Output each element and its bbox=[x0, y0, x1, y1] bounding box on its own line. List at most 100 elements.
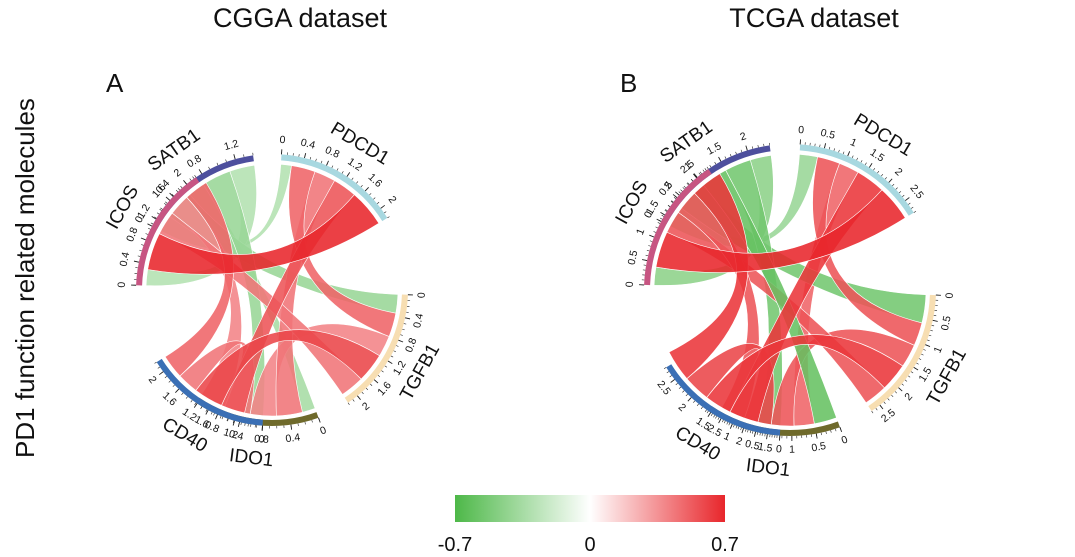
segment-minor-tick bbox=[717, 417, 720, 420]
segment-minor-tick bbox=[205, 409, 208, 412]
segment-minor-tick bbox=[160, 207, 163, 210]
segment-minor-tick bbox=[175, 189, 179, 193]
segment-major-tick bbox=[380, 204, 386, 209]
segment-minor-tick bbox=[918, 358, 922, 360]
segment-major-tick bbox=[364, 187, 369, 192]
segment-minor-tick bbox=[706, 166, 709, 170]
segment-minor-tick bbox=[756, 432, 758, 435]
segment-minor-tick bbox=[724, 156, 727, 159]
segment-major-tick bbox=[326, 160, 329, 166]
segment-minor-tick bbox=[232, 420, 235, 424]
segment-tick-label: 0.4 bbox=[411, 312, 426, 329]
segment-major-tick bbox=[373, 379, 379, 384]
segment-tick-label: 0.4 bbox=[118, 251, 133, 268]
segment-label-icos: ICOS bbox=[102, 182, 143, 233]
segment-minor-tick bbox=[356, 181, 359, 184]
segment-tick-label: 2 bbox=[360, 400, 372, 413]
segment-tick-label: 0 bbox=[416, 292, 428, 298]
segment-tick-label: 1.2 bbox=[223, 138, 240, 154]
segment-minor-tick bbox=[690, 178, 694, 182]
segment-tick-label: 1.5 bbox=[868, 147, 887, 165]
segment-tick-label: 0.5 bbox=[939, 315, 954, 332]
segment-cd40 bbox=[666, 364, 781, 436]
segment-major-tick bbox=[741, 428, 744, 434]
segment-minor-tick bbox=[910, 206, 914, 209]
panel-letter-b: B bbox=[620, 68, 637, 98]
segment-icos bbox=[644, 168, 712, 286]
segment-minor-tick bbox=[700, 406, 703, 410]
segment-minor-tick bbox=[740, 149, 743, 153]
segment-minor-tick bbox=[331, 165, 334, 168]
segment-minor-tick bbox=[315, 158, 317, 162]
segment-tick-label: 2 bbox=[892, 166, 905, 179]
segment-minor-tick bbox=[759, 432, 761, 436]
segment-major-tick bbox=[198, 169, 203, 174]
segment-major-tick bbox=[932, 319, 938, 322]
segment-major-tick bbox=[193, 403, 198, 408]
segment-minor-tick bbox=[693, 400, 696, 403]
segment-major-tick bbox=[718, 418, 722, 424]
segment-tick-label: 2 bbox=[676, 401, 689, 414]
segment-major-tick bbox=[745, 145, 748, 151]
segment-tick-label: 2 bbox=[902, 391, 915, 403]
segment-minor-tick bbox=[141, 244, 144, 246]
segment-minor-tick bbox=[928, 334, 932, 337]
segment-minor-tick bbox=[670, 200, 674, 203]
segment-minor-tick bbox=[390, 355, 394, 358]
segment-minor-tick bbox=[671, 200, 674, 203]
segment-major-tick bbox=[233, 154, 236, 160]
segment-major-tick bbox=[346, 172, 351, 177]
segment-minor-tick bbox=[923, 349, 926, 351]
segment-minor-tick bbox=[347, 402, 350, 405]
segment-minor-tick bbox=[661, 214, 665, 217]
segment-label-ido1: IDO1 bbox=[228, 445, 275, 471]
segment-tick-label: 1.5 bbox=[705, 140, 724, 158]
segment-tgfb1 bbox=[344, 294, 408, 403]
segment-tick-label: 2 bbox=[739, 130, 748, 143]
segment-minor-tick bbox=[913, 211, 917, 213]
segment-tick-label: 0.8 bbox=[203, 419, 221, 436]
segment-minor-tick bbox=[710, 413, 713, 416]
segment-minor-tick bbox=[400, 334, 403, 336]
segment-minor-tick bbox=[747, 429, 749, 433]
segment-tgfb1 bbox=[868, 294, 936, 412]
segment-tick-label: 0 bbox=[944, 292, 956, 298]
segment-minor-tick bbox=[213, 413, 215, 416]
segment-minor-tick bbox=[665, 209, 668, 212]
segment-tick-label: 1.5 bbox=[757, 441, 773, 455]
chord-link-cd40-icos bbox=[164, 182, 234, 377]
segment-tick-label: 0 bbox=[279, 134, 286, 146]
segment-minor-tick bbox=[678, 191, 681, 194]
segment-minor-tick bbox=[159, 208, 162, 211]
segment-major-tick bbox=[175, 388, 180, 393]
segment-major-tick bbox=[823, 143, 827, 149]
segment-tick-label: 0.8 bbox=[124, 225, 141, 243]
segment-major-tick bbox=[158, 371, 164, 376]
segment-major-tick bbox=[165, 196, 171, 201]
segment-minor-tick bbox=[370, 383, 373, 386]
segment-major-tick bbox=[888, 178, 893, 183]
segment-tick-label: 0 bbox=[840, 433, 850, 446]
segment-minor-tick bbox=[825, 431, 827, 435]
segment-minor-tick bbox=[820, 432, 822, 436]
segment-minor-tick bbox=[715, 416, 717, 419]
segment-minor-tick bbox=[376, 201, 380, 204]
segment-major-tick bbox=[656, 218, 662, 222]
segment-minor-tick bbox=[190, 399, 193, 403]
segment-minor-tick bbox=[240, 422, 242, 426]
segment-minor-tick bbox=[883, 401, 886, 404]
segment-minor-tick bbox=[403, 323, 407, 325]
segment-major-tick bbox=[670, 379, 675, 383]
segment-major-tick bbox=[147, 223, 153, 227]
segment-minor-tick bbox=[373, 197, 376, 200]
segment-major-tick bbox=[847, 151, 851, 157]
segment-minor-tick bbox=[916, 362, 919, 365]
segment-major-tick bbox=[642, 259, 648, 261]
segment-major-tick bbox=[925, 344, 931, 347]
segment-pdcd1 bbox=[799, 144, 914, 216]
segment-minor-tick bbox=[365, 387, 369, 391]
segment-major-tick bbox=[815, 433, 818, 439]
segment-minor-tick bbox=[210, 412, 213, 415]
